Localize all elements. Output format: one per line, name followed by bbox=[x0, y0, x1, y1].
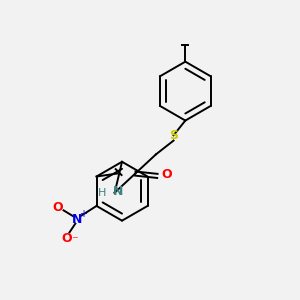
Text: H: H bbox=[98, 188, 106, 198]
Text: S: S bbox=[169, 129, 178, 142]
Text: O: O bbox=[52, 201, 63, 214]
Text: O: O bbox=[61, 232, 72, 245]
Text: O: O bbox=[161, 168, 172, 181]
Text: +: + bbox=[79, 209, 87, 219]
Text: N: N bbox=[113, 185, 124, 198]
Text: N: N bbox=[72, 213, 82, 226]
Text: ⁻: ⁻ bbox=[71, 234, 78, 247]
